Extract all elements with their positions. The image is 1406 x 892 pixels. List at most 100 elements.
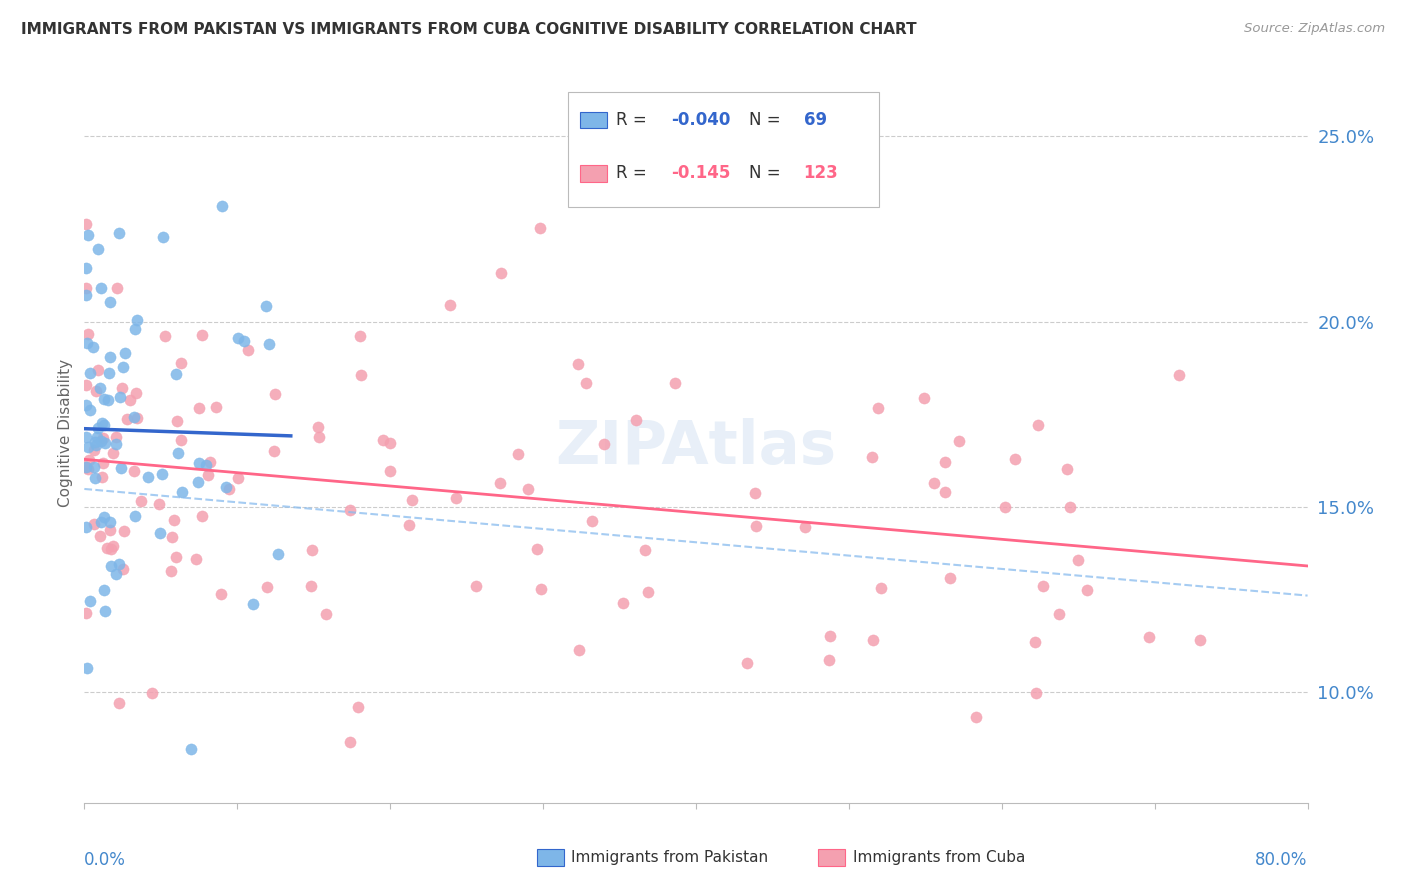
Point <box>83 443 105 458</box>
Point <box>96 541 118 555</box>
FancyBboxPatch shape <box>537 849 564 866</box>
Point <box>86 429 108 443</box>
Point <box>127 410 149 425</box>
Point <box>79 403 101 417</box>
Point <box>87 421 110 435</box>
Point <box>93 417 115 432</box>
Text: Source: ZipAtlas.com: Source: ZipAtlas.com <box>1244 22 1385 36</box>
Point <box>100 351 122 365</box>
Point <box>93 392 115 406</box>
Point <box>818 629 841 643</box>
Text: ZIPAtlas: ZIPAtlas <box>555 418 837 477</box>
Y-axis label: Cognitive Disability: Cognitive Disability <box>58 359 73 507</box>
Point <box>508 447 530 461</box>
Point <box>75 288 97 302</box>
Point <box>1028 418 1050 433</box>
Point <box>1004 452 1026 467</box>
Point <box>1032 579 1054 593</box>
Point <box>163 513 186 527</box>
Point <box>91 432 114 446</box>
Point <box>215 480 238 494</box>
Point <box>965 710 987 724</box>
Point <box>211 199 233 213</box>
Point <box>299 578 322 592</box>
Point <box>347 700 370 714</box>
Point <box>103 445 125 459</box>
Point <box>401 493 423 508</box>
Point <box>111 359 134 374</box>
Point <box>209 587 232 601</box>
Point <box>108 557 131 571</box>
Point <box>100 541 122 556</box>
Point <box>868 401 890 415</box>
Point <box>115 412 138 426</box>
Point <box>444 491 467 506</box>
Point <box>75 260 97 275</box>
Point <box>75 377 97 392</box>
Point <box>124 508 146 523</box>
Point <box>94 435 117 450</box>
Point <box>108 390 131 404</box>
Point <box>98 367 121 381</box>
Point <box>160 530 183 544</box>
Point <box>637 585 659 599</box>
Point <box>165 549 187 564</box>
Point <box>76 440 98 454</box>
Point <box>122 410 145 425</box>
Point <box>110 460 132 475</box>
Point <box>232 334 254 348</box>
Point <box>150 467 173 482</box>
Point <box>77 326 100 341</box>
Point <box>793 519 815 533</box>
Point <box>195 458 218 473</box>
Point <box>264 386 287 401</box>
Point <box>664 376 686 391</box>
Text: N =: N = <box>748 164 786 183</box>
Text: N =: N = <box>748 112 786 129</box>
Point <box>242 597 264 611</box>
Point <box>862 633 884 648</box>
Point <box>626 413 648 427</box>
Point <box>745 518 768 533</box>
Point <box>188 456 211 470</box>
Point <box>464 579 486 593</box>
Point <box>87 363 110 377</box>
Point <box>152 229 174 244</box>
Point <box>574 376 596 390</box>
Point <box>567 357 589 371</box>
Text: 123: 123 <box>804 164 838 183</box>
Point <box>75 520 97 534</box>
Point <box>101 539 124 553</box>
Point <box>339 735 361 749</box>
Point <box>124 322 146 336</box>
Point <box>104 430 127 444</box>
Point <box>526 542 548 557</box>
Point <box>83 471 105 485</box>
Point <box>226 471 249 485</box>
Point <box>114 346 136 360</box>
Point <box>98 294 121 309</box>
Point <box>129 493 152 508</box>
Text: R =: R = <box>616 164 652 183</box>
Point <box>77 227 100 242</box>
Point <box>191 328 214 343</box>
Point <box>529 582 551 596</box>
Point <box>371 433 394 447</box>
Point <box>172 485 194 500</box>
Point <box>349 328 371 343</box>
Point <box>93 583 115 598</box>
Point <box>82 340 104 354</box>
Point <box>153 329 176 343</box>
Point <box>197 468 219 483</box>
Point <box>1024 635 1046 649</box>
Point <box>125 312 148 326</box>
Point <box>744 486 766 500</box>
Point <box>94 604 117 618</box>
Point <box>170 433 193 447</box>
Point <box>91 469 114 483</box>
Point <box>170 356 193 370</box>
Point <box>98 515 121 529</box>
Point <box>592 437 614 451</box>
Point <box>735 656 758 670</box>
Point <box>378 464 401 478</box>
